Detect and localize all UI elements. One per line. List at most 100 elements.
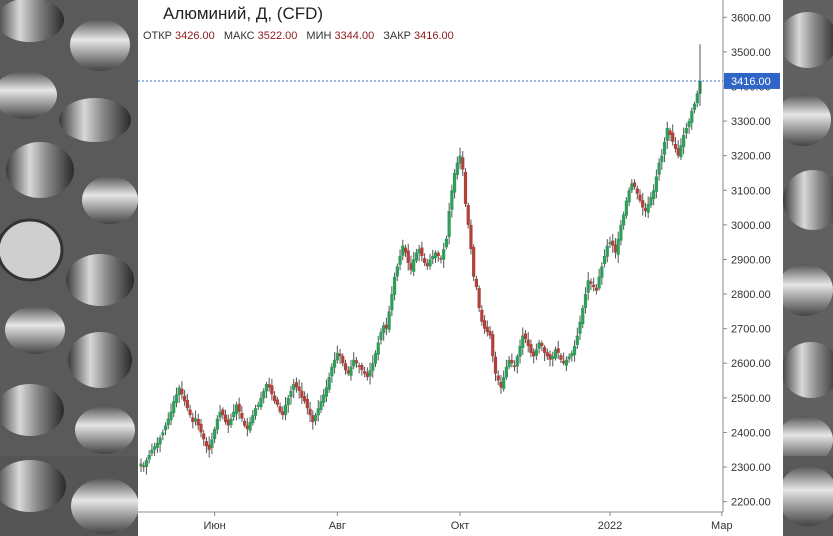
candle bbox=[562, 352, 566, 366]
candle bbox=[330, 363, 334, 384]
candle bbox=[652, 184, 656, 206]
candle bbox=[406, 243, 410, 271]
candle bbox=[185, 393, 189, 412]
candle bbox=[363, 367, 367, 378]
candle bbox=[382, 322, 386, 341]
candle bbox=[253, 404, 258, 420]
candle bbox=[289, 385, 293, 405]
candle bbox=[267, 377, 271, 392]
candle bbox=[174, 387, 179, 408]
candle bbox=[671, 124, 675, 146]
candle bbox=[482, 315, 487, 334]
candle bbox=[305, 393, 309, 415]
candle bbox=[635, 185, 639, 200]
y-tick-label: 2500.00 bbox=[731, 393, 771, 405]
candle bbox=[556, 340, 560, 360]
y-tick-label: 2900.00 bbox=[731, 254, 771, 266]
candle bbox=[542, 345, 547, 362]
candle bbox=[567, 353, 571, 363]
candle bbox=[627, 187, 631, 207]
candle bbox=[447, 202, 451, 245]
candle bbox=[188, 404, 192, 418]
y-tick-label: 2200.00 bbox=[731, 497, 771, 509]
candle bbox=[589, 278, 593, 290]
candle bbox=[510, 353, 514, 368]
aluminum-cans-background-bottom-left bbox=[0, 456, 138, 536]
candle bbox=[243, 418, 247, 428]
x-tick-label: 2022 bbox=[598, 520, 622, 532]
candlestick-series bbox=[139, 44, 702, 475]
candle bbox=[215, 415, 219, 435]
candle bbox=[477, 285, 481, 313]
candle bbox=[207, 436, 211, 458]
aluminum-cans-background-bottom-right bbox=[783, 456, 833, 536]
candle bbox=[512, 360, 517, 372]
candle bbox=[204, 437, 209, 454]
candle bbox=[485, 320, 489, 337]
candle bbox=[150, 443, 154, 457]
candle bbox=[322, 389, 326, 407]
candle bbox=[354, 356, 359, 368]
candle bbox=[346, 365, 350, 376]
candle bbox=[605, 239, 609, 263]
candle bbox=[371, 355, 375, 378]
candle bbox=[507, 355, 511, 370]
candle bbox=[458, 147, 462, 170]
candle bbox=[422, 253, 427, 266]
candle bbox=[444, 235, 449, 250]
candle bbox=[286, 395, 290, 413]
candle bbox=[392, 272, 397, 301]
candle bbox=[553, 346, 558, 361]
candle bbox=[333, 352, 337, 374]
candle bbox=[139, 458, 143, 472]
candle bbox=[166, 412, 170, 430]
candle bbox=[153, 442, 157, 456]
candle bbox=[352, 352, 356, 370]
candle bbox=[278, 402, 282, 414]
candle bbox=[264, 381, 269, 399]
candle bbox=[273, 391, 277, 404]
candle bbox=[213, 426, 217, 444]
candle bbox=[210, 432, 214, 455]
candle bbox=[248, 416, 252, 434]
candle bbox=[259, 391, 263, 410]
candle bbox=[499, 374, 503, 394]
candle bbox=[193, 410, 198, 426]
candle bbox=[431, 249, 435, 265]
candle bbox=[469, 219, 473, 255]
candle bbox=[657, 158, 661, 181]
candle bbox=[232, 404, 236, 421]
candle bbox=[349, 360, 353, 381]
candle bbox=[643, 202, 648, 218]
candle bbox=[676, 140, 680, 159]
candle bbox=[183, 389, 187, 406]
candle bbox=[308, 401, 312, 423]
candle bbox=[425, 259, 429, 270]
y-tick-label: 2700.00 bbox=[731, 324, 771, 336]
candle bbox=[401, 239, 405, 261]
candle bbox=[491, 330, 495, 363]
y-tick-label: 2400.00 bbox=[731, 427, 771, 439]
candle bbox=[493, 351, 498, 382]
candle bbox=[379, 328, 383, 345]
candle bbox=[583, 287, 588, 314]
candle bbox=[398, 249, 402, 271]
candle bbox=[223, 409, 228, 425]
aluminum-cans-background-left bbox=[0, 0, 138, 536]
candle bbox=[403, 244, 408, 257]
candle bbox=[428, 253, 432, 270]
candle bbox=[679, 138, 683, 160]
aluminum-cans-background-right bbox=[783, 0, 833, 536]
candle bbox=[545, 348, 549, 360]
ohlc-readout: ОТКР 3426.00 МАКС 3522.00 МИН 3344.00 ЗАКР 3… bbox=[143, 30, 460, 42]
candle bbox=[600, 262, 604, 285]
candle bbox=[172, 395, 176, 418]
candle bbox=[608, 236, 612, 249]
candle bbox=[638, 189, 642, 204]
y-tick-label: 3300.00 bbox=[731, 116, 771, 128]
y-tick-label: 2800.00 bbox=[731, 289, 771, 301]
low-value: 3344.00 bbox=[334, 30, 375, 42]
candle bbox=[196, 413, 200, 431]
candle bbox=[169, 403, 173, 426]
candle bbox=[237, 397, 241, 420]
